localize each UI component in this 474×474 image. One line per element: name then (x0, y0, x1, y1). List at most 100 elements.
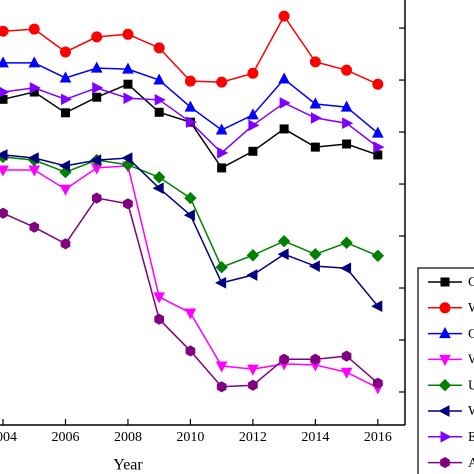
marker (309, 248, 322, 261)
marker (91, 31, 103, 43)
marker (184, 75, 196, 87)
line (2, 14, 379, 85)
marker (310, 142, 320, 152)
series (0, 79, 383, 173)
legend-label: C (468, 327, 474, 342)
marker (438, 378, 452, 392)
x-tick-label: 2010 (176, 430, 204, 445)
x-axis-label: Year (113, 457, 143, 474)
marker (91, 192, 102, 204)
marker (121, 152, 133, 164)
marker (29, 82, 41, 94)
marker (59, 71, 72, 83)
marker (247, 108, 259, 120)
marker (309, 56, 321, 68)
legend-box (417, 267, 474, 474)
series (0, 10, 384, 90)
marker (438, 405, 450, 417)
marker (154, 93, 166, 106)
line (2, 154, 379, 307)
marker (279, 124, 289, 134)
marker (92, 82, 104, 94)
marker (60, 238, 71, 250)
marker (342, 139, 352, 149)
marker (28, 23, 40, 35)
marker (0, 165, 9, 177)
marker (122, 28, 134, 40)
marker (340, 367, 353, 379)
legend: CWCWUWEA (417, 267, 474, 474)
legend-label: W (468, 353, 474, 368)
marker (278, 10, 290, 22)
marker (152, 171, 166, 184)
marker (308, 260, 320, 273)
marker (29, 221, 40, 233)
marker (0, 86, 10, 98)
marker (58, 160, 70, 172)
marker (309, 97, 322, 109)
marker (123, 198, 133, 210)
marker (340, 262, 352, 275)
marker (215, 361, 228, 373)
marker (246, 249, 260, 262)
marker (59, 46, 71, 58)
marker (371, 249, 385, 262)
marker (440, 457, 450, 469)
marker (372, 78, 384, 90)
marker (371, 300, 383, 313)
marker (278, 72, 290, 84)
marker (183, 209, 195, 222)
x-tick-label: 2016 (364, 430, 392, 445)
marker (59, 184, 72, 196)
marker (28, 56, 41, 68)
marker (373, 141, 385, 153)
marker (439, 354, 451, 366)
marker (184, 100, 197, 112)
marker (215, 123, 228, 135)
marker (92, 92, 102, 102)
marker (439, 327, 451, 339)
marker (310, 112, 322, 124)
marker (123, 92, 135, 105)
marker (340, 100, 353, 112)
series (0, 150, 385, 274)
marker (216, 381, 227, 393)
marker (185, 345, 196, 357)
legend-label: W (468, 404, 474, 419)
marker (0, 149, 8, 161)
marker (215, 276, 227, 289)
marker (27, 152, 39, 164)
marker (122, 62, 134, 74)
marker (90, 154, 102, 166)
marker (246, 269, 258, 281)
legend-label: W (468, 301, 474, 316)
marker (248, 119, 260, 132)
marker (277, 235, 291, 248)
marker (340, 236, 353, 249)
marker (153, 73, 166, 85)
marker (184, 191, 197, 205)
marker (247, 67, 259, 79)
series (0, 82, 385, 159)
x-tick-label: 2008 (114, 430, 142, 445)
x-tick-label: 2012 (239, 430, 267, 445)
marker (372, 377, 383, 389)
legend-label: A (468, 456, 474, 471)
marker (247, 364, 259, 376)
marker (185, 116, 197, 128)
marker (310, 353, 321, 365)
marker (373, 150, 383, 160)
marker (341, 350, 352, 362)
line (2, 197, 379, 388)
x-tick-label: 2006 (51, 430, 79, 445)
marker (440, 277, 450, 287)
marker (153, 292, 166, 304)
marker (279, 353, 289, 365)
marker (153, 42, 165, 54)
marker (152, 182, 164, 195)
marker (60, 108, 70, 118)
marker (0, 56, 9, 68)
marker (341, 64, 353, 76)
x-tick-label: 2004 (0, 430, 17, 445)
